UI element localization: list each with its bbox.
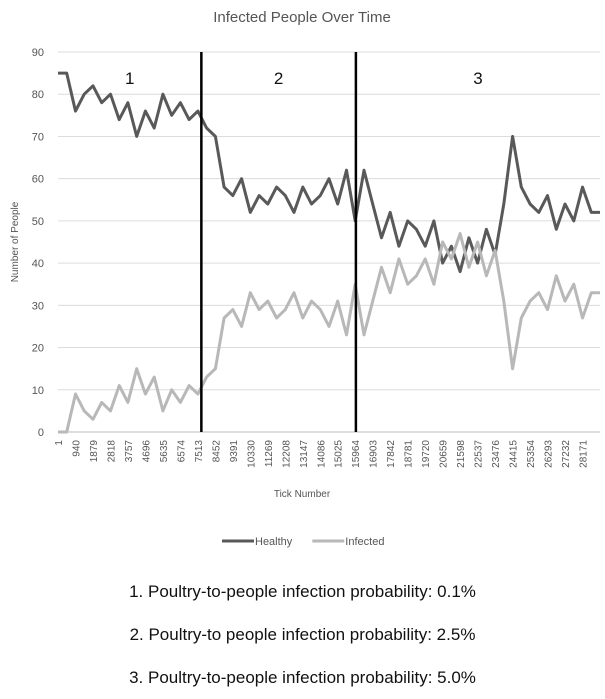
- x-tick-label: 17842: [386, 440, 397, 468]
- x-tick-label: 16903: [369, 440, 380, 468]
- x-tick-label: 5635: [159, 440, 170, 463]
- x-tick-label: 27232: [561, 440, 572, 468]
- annotation: 2: [274, 69, 283, 88]
- x-tick-label: 15025: [334, 440, 345, 468]
- y-tick-label: 20: [32, 343, 44, 355]
- x-tick-label: 21598: [456, 440, 467, 468]
- y-axis-label: Number of People: [10, 201, 21, 282]
- x-tick-label: 24415: [509, 440, 520, 468]
- note: 1. Poultry-to-people infection probabili…: [129, 582, 476, 601]
- data-line: [58, 232, 600, 434]
- x-tick-label: 11269: [264, 440, 275, 468]
- x-tick-label: 26293: [544, 440, 555, 468]
- y-tick-label: 0: [38, 427, 44, 439]
- x-tick-label: 13147: [299, 440, 310, 468]
- note: 2. Poultry-to people infection probabili…: [129, 625, 476, 644]
- x-tick-label: 12208: [281, 440, 292, 468]
- x-tick-label: 22537: [474, 440, 485, 468]
- x-tick-label: 9391: [229, 440, 240, 463]
- chart-title: Infected People Over Time: [213, 9, 391, 26]
- y-tick-label: 10: [32, 385, 44, 397]
- legend-label: Infected: [345, 536, 384, 548]
- x-tick-label: 20659: [439, 440, 450, 468]
- data-line: [58, 71, 600, 274]
- x-tick-label: 1: [54, 440, 65, 446]
- x-tick-label: 19720: [421, 440, 432, 468]
- x-tick-label: 4696: [141, 440, 152, 463]
- x-tick-label: 3757: [124, 440, 135, 463]
- x-tick-label: 25354: [526, 440, 537, 468]
- x-tick-label: 6574: [176, 440, 187, 463]
- y-tick-label: 50: [32, 216, 44, 228]
- x-tick-label: 940: [71, 440, 82, 457]
- y-tick-label: 90: [32, 47, 44, 59]
- x-tick-label: 1879: [89, 440, 100, 463]
- x-tick-label: 15964: [351, 440, 362, 468]
- x-tick-label: 14086: [316, 440, 327, 468]
- annotation: 3: [473, 69, 482, 88]
- x-tick-label: 7513: [194, 440, 205, 463]
- x-tick-label: 18781: [404, 440, 415, 468]
- legend-label: Healthy: [255, 536, 293, 548]
- x-axis-label: Tick Number: [274, 489, 331, 500]
- y-tick-label: 70: [32, 131, 44, 143]
- x-tick-label: 8452: [211, 440, 222, 463]
- y-tick-label: 30: [32, 300, 44, 312]
- note: 3. Poultry-to-people infection probabili…: [129, 668, 476, 687]
- chart: Infected People Over Time Tick Number Nu…: [10, 9, 600, 548]
- y-tick-label: 40: [32, 258, 44, 270]
- annotation: 1: [125, 69, 134, 88]
- x-tick-label: 23476: [491, 440, 502, 468]
- x-tick-label: 10330: [246, 440, 257, 468]
- x-tick-label: 28171: [579, 440, 590, 468]
- x-tick-label: 2818: [106, 440, 117, 463]
- y-tick-label: 80: [32, 89, 44, 101]
- notes: 1. Poultry-to-people infection probabili…: [0, 570, 605, 699]
- y-tick-label: 60: [32, 174, 44, 186]
